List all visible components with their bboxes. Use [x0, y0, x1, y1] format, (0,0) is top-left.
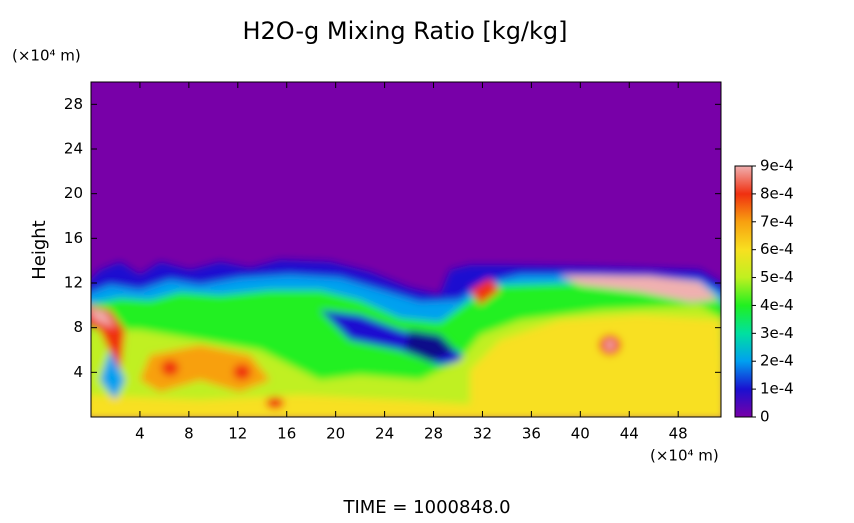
y-unit: (×10⁴ m)	[12, 47, 81, 65]
y-tick-label: 8	[73, 318, 83, 336]
colorbar	[734, 165, 753, 418]
chart-title: H2O-g Mixing Ratio [kg/kg]	[242, 17, 567, 45]
colorbar-tick-label: 8e-4	[760, 184, 794, 202]
x-tick-label: 36	[522, 425, 541, 443]
x-tick-label: 40	[571, 425, 590, 443]
y-tick-label: 24	[64, 140, 83, 158]
x-unit: (×10⁴ m)	[650, 447, 719, 465]
colorbar-tick-label: 1e-4	[760, 380, 794, 398]
x-tick-label: 44	[620, 425, 639, 443]
colorbar-tick-label: 4e-4	[760, 296, 794, 314]
colorbar-tick-label: 2e-4	[760, 352, 794, 370]
x-tick-label: 24	[375, 425, 394, 443]
colorbar-tick-label: 3e-4	[760, 324, 794, 342]
colorbar-tick-label: 9e-4	[760, 157, 794, 175]
x-tick-label: 4	[135, 425, 145, 443]
field-shapes	[91, 260, 721, 417]
y-tick-label: 16	[64, 229, 83, 247]
footer: TIME = 1000848.0	[342, 497, 510, 518]
y-tick-label: 12	[64, 274, 83, 292]
y-tick-label: 20	[64, 184, 83, 202]
colorbar-tick-label: 7e-4	[760, 212, 794, 230]
x-tick-label: 16	[277, 425, 296, 443]
x-tick-label: 48	[669, 425, 688, 443]
y-tick-label: 4	[73, 363, 83, 381]
x-tick-label: 28	[424, 425, 443, 443]
x-tick-label: 8	[184, 425, 194, 443]
plot-frame	[90, 81, 722, 418]
y-axis-label: Height	[29, 220, 50, 280]
y-tick-label: 28	[64, 95, 83, 113]
x-tick-label: 12	[228, 425, 247, 443]
x-tick-label: 20	[326, 425, 345, 443]
x-tick-label: 32	[473, 425, 492, 443]
colorbar-tick-label: 6e-4	[760, 240, 794, 258]
colorbar-tick-label: 0	[760, 408, 770, 426]
field	[91, 82, 721, 417]
colorbar-tick-label: 5e-4	[760, 268, 794, 286]
